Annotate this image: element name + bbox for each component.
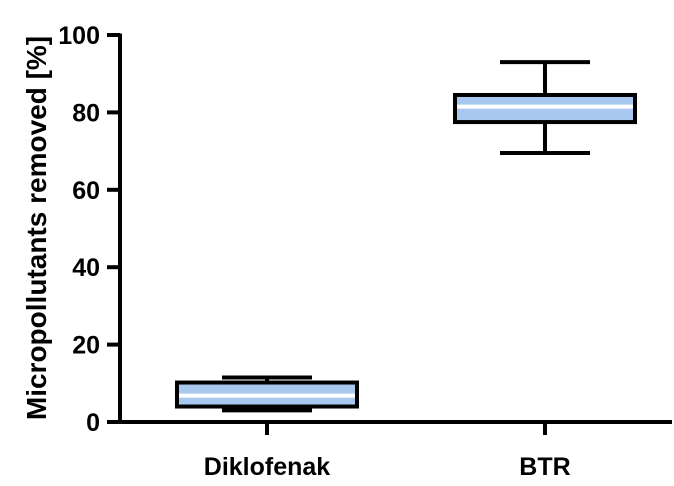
box-btr (453, 60, 637, 156)
x-tick-label: BTR (519, 453, 570, 481)
y-tick-label: 20 (72, 332, 100, 360)
x-tick-label: Diklofenak (204, 453, 331, 481)
y-tick-label: 0 (86, 409, 100, 437)
y-axis-label: Micropollutants removed [%] (21, 36, 52, 420)
box-diklofenak (175, 375, 359, 413)
y-tick-label: 60 (72, 177, 100, 205)
y-tick-label: 100 (58, 22, 100, 50)
axes: 0 20 40 60 80 100 Diklofenak BTR (58, 22, 672, 481)
y-tick-label: 40 (72, 254, 100, 282)
labels: Micropollutants removed [%] (21, 36, 52, 420)
y-tick-label: 80 (72, 99, 100, 127)
boxes (175, 60, 637, 413)
